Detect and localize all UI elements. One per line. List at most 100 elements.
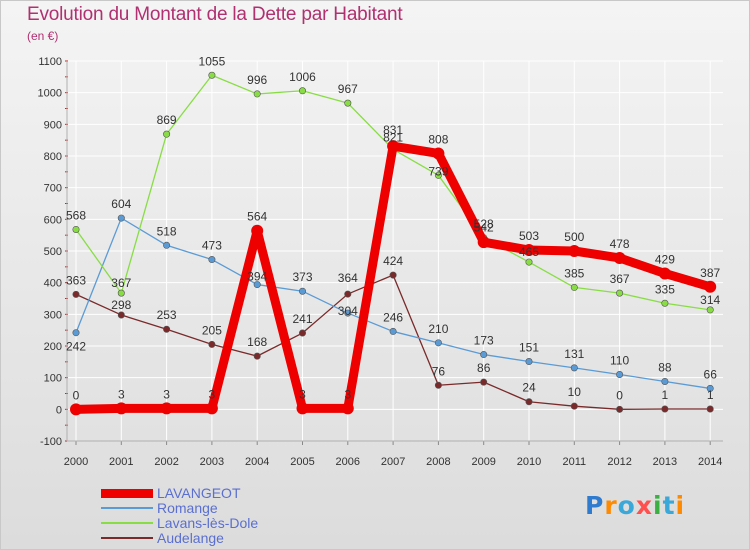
x-tick-label: 2000 xyxy=(64,456,88,468)
x-tick-label: 2008 xyxy=(426,456,450,468)
data-point xyxy=(163,130,171,138)
y-tick-label: 700 xyxy=(44,183,62,195)
data-point xyxy=(341,402,354,415)
data-point xyxy=(434,339,442,347)
chart-subtitle: (en €) xyxy=(27,29,59,43)
y-tick-label: 0 xyxy=(56,404,62,416)
data-label: 739 xyxy=(428,164,448,178)
data-point xyxy=(208,71,216,79)
data-label: 1006 xyxy=(289,70,316,84)
data-point xyxy=(387,140,400,153)
y-tick-label: 400 xyxy=(44,278,62,290)
data-label: 385 xyxy=(564,266,584,280)
data-point xyxy=(163,241,171,249)
data-label: 88 xyxy=(658,360,672,374)
data-point xyxy=(706,384,714,392)
logo-letter: t xyxy=(662,491,676,520)
data-point xyxy=(251,224,264,237)
data-label: 518 xyxy=(157,224,177,238)
data-label: 131 xyxy=(564,347,584,361)
data-label: 821 xyxy=(383,130,403,144)
data-label: 76 xyxy=(432,364,446,378)
x-tick-label: 2009 xyxy=(471,456,495,468)
legend-label: Romange xyxy=(157,500,218,516)
data-label: 478 xyxy=(610,237,630,251)
data-label: 242 xyxy=(66,340,86,354)
data-point xyxy=(344,290,352,298)
data-point xyxy=(298,287,306,295)
data-label: 364 xyxy=(338,271,358,285)
data-point xyxy=(616,405,624,413)
y-tick-label: 1000 xyxy=(38,88,62,100)
data-label: 373 xyxy=(292,270,312,284)
data-point xyxy=(661,377,669,385)
data-label: 168 xyxy=(247,335,267,349)
data-label: 3 xyxy=(299,387,306,401)
data-label: 503 xyxy=(519,229,539,243)
x-tick-label: 2005 xyxy=(290,456,314,468)
x-tick-label: 2006 xyxy=(336,456,360,468)
data-point xyxy=(70,403,82,416)
logo-letter: o xyxy=(617,491,636,520)
data-label: 3 xyxy=(209,387,216,401)
data-point xyxy=(480,378,488,386)
logo-letter: r xyxy=(604,491,618,520)
data-label: 387 xyxy=(700,266,720,280)
data-point xyxy=(570,364,578,372)
x-tick-label: 2001 xyxy=(109,456,133,468)
x-tick-label: 2011 xyxy=(562,456,586,468)
data-label: 0 xyxy=(616,388,623,402)
x-tick-label: 2003 xyxy=(200,456,224,468)
data-point xyxy=(253,281,261,289)
data-label: 996 xyxy=(247,73,267,87)
data-label: 173 xyxy=(474,334,494,348)
data-point xyxy=(432,147,445,160)
y-tick-label: -100 xyxy=(40,436,62,448)
data-label: 253 xyxy=(157,308,177,322)
data-label: 831 xyxy=(383,123,403,137)
data-point xyxy=(117,289,125,297)
y-tick-label: 100 xyxy=(44,373,62,385)
data-point xyxy=(661,299,669,307)
data-label: 1055 xyxy=(199,54,226,68)
data-point xyxy=(389,271,397,279)
data-point xyxy=(253,352,261,360)
legend-label: Lavans-lès-Dole xyxy=(157,515,259,531)
data-point xyxy=(344,99,352,107)
data-point xyxy=(72,290,80,298)
data-label: 314 xyxy=(700,293,720,307)
data-label: 151 xyxy=(519,341,539,355)
data-point xyxy=(72,329,80,337)
y-tick-label: 600 xyxy=(44,214,62,226)
logo-letter: P xyxy=(585,491,605,520)
data-label: 3 xyxy=(344,387,351,401)
data-label: 869 xyxy=(157,113,177,127)
data-point xyxy=(616,370,624,378)
data-label: 24 xyxy=(522,381,536,395)
x-tick-label: 2007 xyxy=(381,456,405,468)
data-label: 808 xyxy=(428,132,448,146)
data-point xyxy=(477,236,490,249)
data-point xyxy=(480,351,488,359)
data-label: 500 xyxy=(564,230,584,244)
data-label: 564 xyxy=(247,210,267,224)
data-point xyxy=(344,309,352,317)
data-point xyxy=(570,402,578,410)
data-point xyxy=(616,289,624,297)
data-point xyxy=(117,214,125,222)
logo-letter: i xyxy=(653,491,663,520)
data-point xyxy=(523,244,535,257)
data-label: 528 xyxy=(474,217,494,231)
chart-title: Evolution du Montant de la Dette par Hab… xyxy=(27,4,403,25)
data-label: 66 xyxy=(704,367,718,381)
data-label: 10 xyxy=(568,385,582,399)
data-point xyxy=(525,398,533,406)
data-label: 335 xyxy=(655,282,675,296)
data-point xyxy=(434,381,442,389)
x-tick-label: 2014 xyxy=(698,456,722,468)
x-tick-label: 2013 xyxy=(653,456,677,468)
data-point xyxy=(208,340,216,348)
data-label: 110 xyxy=(610,354,629,368)
legend-label: Audelange xyxy=(157,530,224,546)
logo-letter: x xyxy=(635,491,653,520)
